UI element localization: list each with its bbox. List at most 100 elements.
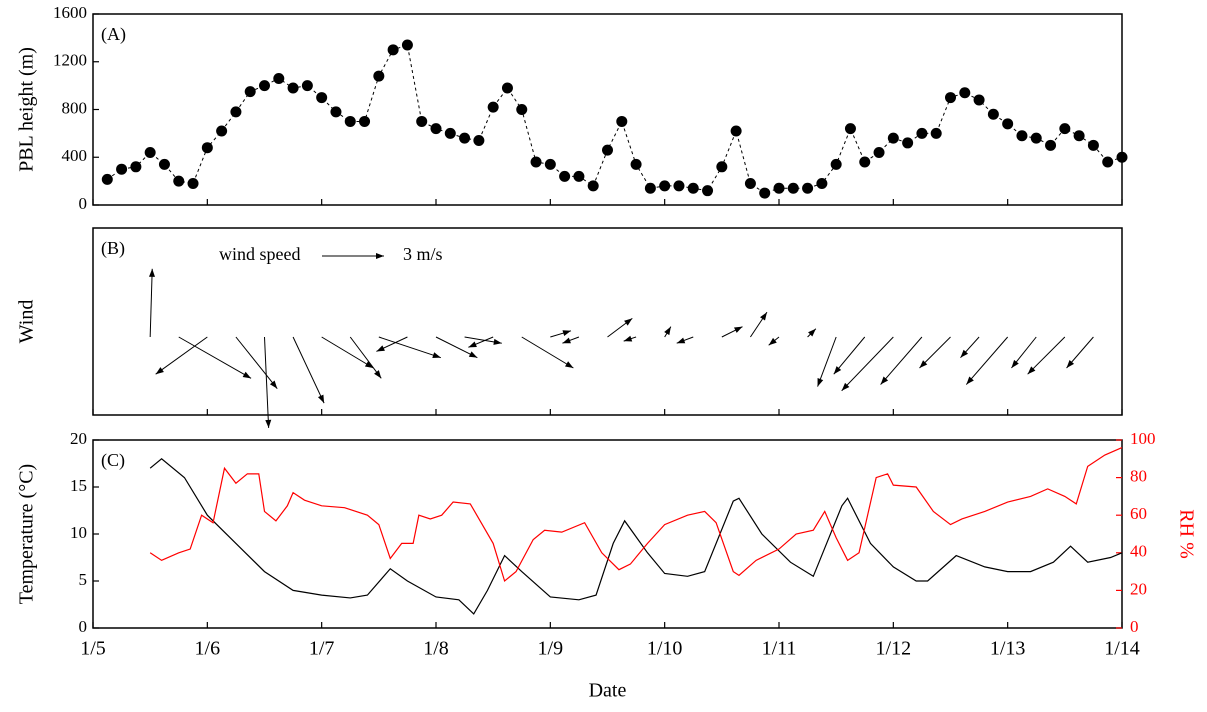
arrow-head [155,367,164,375]
pbl-point [616,115,628,127]
y-tick-label: 20 [70,429,87,448]
x-tick-label: 1/8 [423,638,449,660]
pbl-point [916,127,928,139]
pbl-point [773,182,785,194]
x-tick-label: 1/5 [80,638,106,660]
wind-arrow [378,336,441,359]
pbl-point [987,108,999,120]
pbl-point [630,158,642,170]
arrow-head [808,328,816,337]
wind-arrow [721,326,743,338]
pbl-point [787,182,799,194]
pbl-point [116,163,128,175]
y-tick-label: 10 [70,523,87,542]
arrow-head [317,394,325,404]
y-tick-label: 20 [1130,579,1147,598]
pbl-point [201,142,213,154]
wind-arrow [292,336,325,404]
y-tick-label: 40 [1130,542,1147,561]
arrow-shaft [292,336,325,404]
series-line [149,446,1123,583]
pbl-point [516,104,528,115]
arrow-head [919,360,928,368]
arrow-head [493,338,502,345]
pbl-point [316,92,328,104]
pbl-point [444,127,456,139]
arrow-head [565,361,574,368]
pbl-point [216,125,228,137]
pbl-point [673,180,685,192]
pbl-point [1073,130,1085,142]
arrow-head [364,361,374,368]
y-tick-label: 1600 [53,3,87,22]
pbl-point [659,180,671,192]
pbl-point [716,161,728,173]
wind-arrow [1011,336,1037,369]
series-line [149,458,1123,615]
arrow-head [468,351,478,358]
arrow-shaft [349,336,382,379]
y-axis-label: Temperature (°C) [16,464,38,604]
wind-arrow [562,336,580,344]
arrow-head [376,345,385,352]
pbl-point [873,146,885,158]
pbl-point [530,156,542,168]
wind-arrow [880,336,923,385]
pbl-point [759,187,771,199]
wind-arrow [468,336,494,348]
arrow-head [374,370,382,379]
pbl-point [544,158,556,170]
arrow-head [880,376,889,385]
plot-frame [92,227,1123,416]
pbl-point [859,156,871,168]
plot-frame [92,13,1123,206]
wind-arrow [321,336,374,369]
pbl-point [487,101,499,113]
wind-arrow [235,336,278,389]
pbl-point [501,82,513,94]
arrow-head [817,378,824,387]
panel-label: (C) [101,450,125,471]
arrow-head [562,337,571,344]
y-axis-label: PBL height (m) [16,47,38,172]
pbl-point [101,173,113,185]
arrow-shaft [321,336,374,369]
x-tick-label: 1/13 [990,638,1026,660]
wind-arrow [550,330,572,338]
pbl-point [273,72,285,84]
pbl-point [416,115,428,127]
pbl-point [230,106,242,118]
pbl-point [802,182,814,194]
pbl-point [744,178,756,190]
pbl-point [1002,118,1014,130]
pbl-point [459,132,471,144]
arrow-head [966,376,974,385]
pbl-point [359,115,371,127]
y-tick-label: 15 [70,476,87,495]
pbl-point [959,87,971,99]
wind-arrow [676,336,694,344]
wind-arrow [833,336,866,375]
y2-axis-label: RH % [1175,509,1197,558]
arrow-shaft [378,336,441,359]
wind-arrow [264,336,272,428]
pbl-point [1030,132,1042,144]
wind-arrow [807,328,817,338]
wind-arrow [664,326,672,338]
pbl-point [1016,130,1028,142]
y-tick-label: 100 [1130,429,1156,448]
arrow-head [376,253,384,259]
pbl-point [244,86,256,98]
y-tick-label: 800 [62,98,88,117]
arrow-head [242,371,252,379]
arrow-shaft [841,336,894,392]
wind-arrow [155,336,208,375]
y-tick-label: 60 [1130,504,1147,523]
arrow-shaft [833,336,866,375]
pbl-point [702,185,714,197]
arrow-head [1027,366,1036,375]
x-tick-label: 1/12 [876,638,912,660]
pbl-point [587,180,599,192]
arrow-shaft [880,336,923,385]
